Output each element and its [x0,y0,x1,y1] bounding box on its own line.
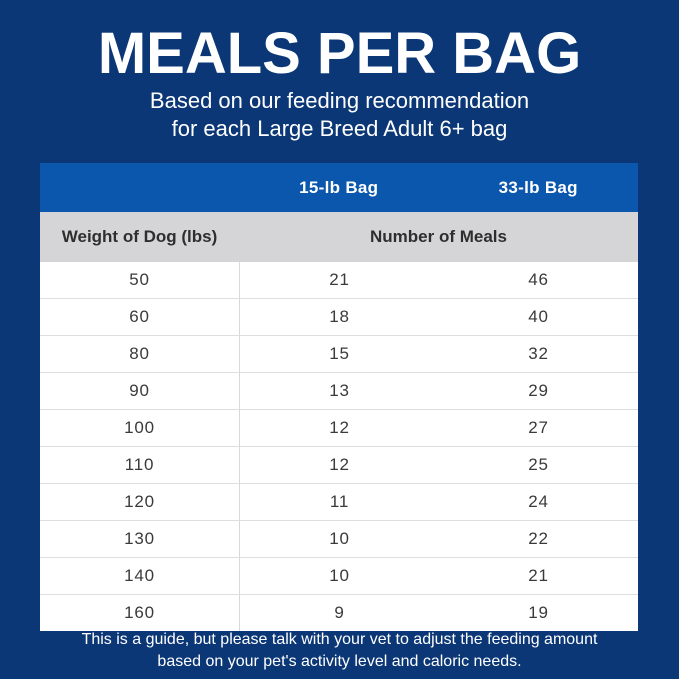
table-row: 80 15 32 [40,335,638,372]
bag15-cell: 12 [329,455,350,474]
column-header-15lb-bag: 15-lb Bag [299,177,379,197]
table-row: 50 21 46 [40,262,638,298]
weight-cell: 100 [40,410,240,446]
table-row: 100 12 27 [40,409,638,446]
bag33-cell: 24 [528,492,549,511]
table-row: 90 13 29 [40,372,638,409]
header: MEALS PER BAG Based on our feeding recom… [0,0,679,163]
bag33-cell: 29 [528,381,549,400]
bag15-cell: 18 [329,307,350,326]
table-header-band: 15-lb Bag 33-lb Bag [40,163,638,212]
bag15-cell: 10 [329,566,350,585]
table-row: 60 18 40 [40,298,638,335]
weight-cell: 60 [40,299,240,335]
table-row: 120 11 24 [40,483,638,520]
weight-cell: 50 [40,262,240,298]
bag15-cell: 15 [329,344,350,363]
bag33-cell: 21 [528,566,549,585]
bag33-cell: 22 [528,529,549,548]
meals-column-header: Number of Meals [370,227,507,246]
subtitle-line-1: Based on our feeding recommendation [149,88,530,113]
weight-cell: 120 [40,484,240,520]
bag15-cell: 21 [329,270,350,289]
weight-cell: 90 [40,373,240,409]
meals-table: 15-lb Bag 33-lb Bag Weight of Dog (lbs) … [40,163,638,631]
page-title: MEALS PER BAG [97,21,582,86]
table-body: 50 21 46 60 18 40 80 15 32 90 13 29 100 … [40,262,638,631]
footer-line-2: based on your pet's activity level and c… [157,653,522,670]
weight-cell: 160 [40,595,240,631]
bag15-cell: 13 [329,381,350,400]
subtitle-line-2: for each Large Breed Adult 6+ bag [171,116,508,141]
bag33-cell: 25 [528,455,549,474]
weight-cell: 130 [40,521,240,557]
table-row: 130 10 22 [40,520,638,557]
bag15-cell: 12 [329,418,350,437]
bag33-cell: 46 [528,270,549,289]
weight-column-header: Weight of Dog (lbs) [61,227,218,246]
bag33-cell: 19 [528,603,549,622]
table-row: 110 12 25 [40,446,638,483]
table-subheader: Weight of Dog (lbs) Number of Meals [40,212,638,262]
column-header-33lb-bag: 33-lb Bag [498,177,578,197]
footer-note: This is a guide, but please talk with yo… [0,622,679,673]
bag33-cell: 32 [528,344,549,363]
subtitle: Based on our feeding recommendation for … [0,87,679,143]
table-row: 140 10 21 [40,557,638,594]
weight-cell: 110 [40,447,240,483]
bag15-cell: 10 [329,529,350,548]
weight-cell: 80 [40,336,240,372]
table-row: 160 9 19 [40,594,638,631]
bag33-cell: 40 [528,307,549,326]
bag15-cell: 9 [334,603,345,622]
bag33-cell: 27 [528,418,549,437]
weight-cell: 140 [40,558,240,594]
footer-line-1: This is a guide, but please talk with yo… [81,631,598,648]
bag15-cell: 11 [329,492,350,511]
